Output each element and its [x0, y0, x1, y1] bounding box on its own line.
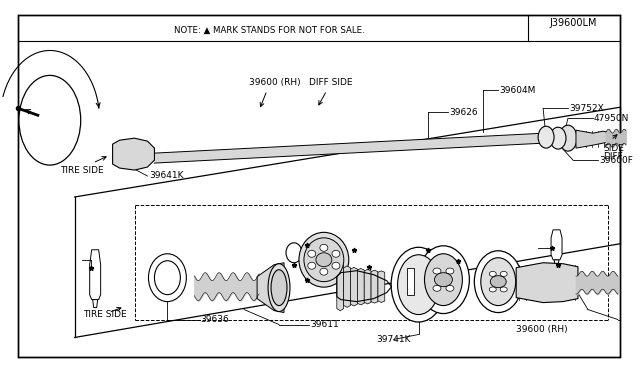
Polygon shape [554, 260, 559, 265]
Polygon shape [90, 250, 100, 299]
Text: DIFF: DIFF [603, 152, 623, 161]
Ellipse shape [500, 272, 508, 276]
Ellipse shape [490, 276, 506, 288]
Ellipse shape [433, 268, 441, 274]
Text: DIFF SIDE: DIFF SIDE [309, 78, 353, 87]
Polygon shape [364, 269, 371, 304]
Text: 39600F: 39600F [599, 155, 633, 164]
Ellipse shape [446, 268, 454, 274]
Text: 39741K: 39741K [376, 335, 411, 344]
Text: J39600LM: J39600LM [549, 17, 596, 28]
Text: 39641K: 39641K [150, 170, 184, 180]
Polygon shape [371, 270, 378, 303]
Ellipse shape [19, 76, 81, 165]
Ellipse shape [397, 255, 440, 315]
Ellipse shape [489, 272, 496, 276]
Polygon shape [113, 138, 154, 170]
Polygon shape [93, 299, 98, 308]
Polygon shape [516, 263, 578, 302]
Ellipse shape [308, 262, 316, 269]
Text: 39636: 39636 [200, 315, 229, 324]
Text: 39611: 39611 [310, 320, 339, 329]
Ellipse shape [154, 261, 180, 295]
Text: TIRE SIDE: TIRE SIDE [83, 310, 126, 319]
Ellipse shape [559, 125, 577, 151]
Ellipse shape [481, 258, 516, 305]
Text: 39600 (RH): 39600 (RH) [249, 78, 301, 87]
Polygon shape [154, 132, 563, 163]
Ellipse shape [424, 254, 462, 305]
Ellipse shape [332, 250, 340, 257]
Ellipse shape [320, 244, 328, 251]
Text: 39604M: 39604M [499, 86, 536, 95]
Ellipse shape [446, 285, 454, 291]
Ellipse shape [332, 262, 340, 269]
Text: NOTE: ▲ MARK STANDS FOR NOT FOR SALE.: NOTE: ▲ MARK STANDS FOR NOT FOR SALE. [174, 26, 365, 35]
Ellipse shape [489, 287, 496, 292]
Ellipse shape [286, 243, 302, 263]
Text: 39600 (RH): 39600 (RH) [516, 325, 568, 334]
Ellipse shape [417, 246, 469, 314]
Text: 47950N: 47950N [594, 114, 629, 123]
Ellipse shape [304, 238, 344, 282]
Text: 39752X: 39752X [569, 104, 604, 113]
Ellipse shape [538, 126, 554, 148]
Polygon shape [378, 271, 385, 302]
Text: SIDE: SIDE [604, 144, 625, 153]
Polygon shape [406, 268, 413, 295]
Ellipse shape [271, 270, 287, 305]
Ellipse shape [550, 127, 566, 149]
Ellipse shape [148, 254, 186, 302]
Polygon shape [257, 263, 284, 312]
Text: 39626: 39626 [449, 108, 478, 117]
Polygon shape [357, 269, 364, 305]
Ellipse shape [500, 287, 508, 292]
Ellipse shape [320, 268, 328, 275]
Ellipse shape [435, 273, 452, 287]
Polygon shape [337, 263, 344, 311]
Ellipse shape [316, 253, 332, 267]
Text: TIRE SIDE: TIRE SIDE [60, 166, 104, 174]
Ellipse shape [299, 232, 349, 287]
Polygon shape [344, 266, 351, 307]
Ellipse shape [474, 251, 522, 312]
Ellipse shape [308, 250, 316, 257]
Polygon shape [576, 130, 608, 148]
Ellipse shape [433, 285, 441, 291]
Ellipse shape [391, 247, 446, 322]
Ellipse shape [268, 264, 290, 312]
Polygon shape [551, 230, 562, 260]
Polygon shape [351, 267, 357, 306]
